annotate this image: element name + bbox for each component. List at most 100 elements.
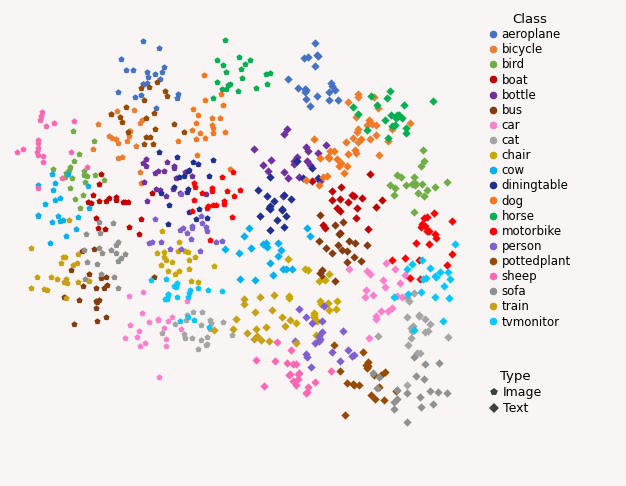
- Point: [443, 268, 453, 276]
- Point: [105, 132, 115, 140]
- Point: [448, 250, 458, 258]
- Point: [67, 174, 77, 182]
- Point: [161, 192, 171, 200]
- Point: [72, 259, 82, 266]
- Point: [349, 146, 359, 154]
- Point: [265, 202, 275, 209]
- Point: [269, 291, 279, 298]
- Point: [397, 114, 407, 122]
- Point: [373, 332, 383, 340]
- Point: [354, 381, 364, 389]
- Point: [342, 247, 352, 255]
- Point: [93, 224, 103, 232]
- Point: [390, 184, 400, 191]
- Point: [420, 328, 430, 336]
- Point: [96, 170, 106, 178]
- Point: [205, 236, 215, 244]
- Point: [118, 198, 128, 206]
- Point: [305, 364, 316, 371]
- Point: [330, 221, 340, 228]
- Point: [134, 230, 144, 238]
- Point: [202, 227, 212, 235]
- Point: [265, 205, 275, 213]
- Point: [242, 330, 252, 337]
- Point: [422, 213, 432, 221]
- Point: [307, 177, 317, 185]
- Point: [78, 171, 88, 179]
- Point: [349, 351, 359, 359]
- Point: [342, 346, 352, 354]
- Point: [225, 165, 235, 173]
- Point: [93, 120, 103, 127]
- Point: [391, 387, 401, 395]
- Point: [249, 335, 259, 343]
- Point: [360, 294, 370, 301]
- Point: [420, 223, 430, 230]
- Point: [364, 334, 374, 342]
- Point: [425, 387, 435, 395]
- Point: [259, 241, 269, 248]
- Point: [160, 167, 170, 175]
- Point: [188, 158, 198, 166]
- Point: [94, 180, 104, 188]
- Point: [193, 160, 203, 168]
- Point: [287, 347, 297, 354]
- Point: [33, 139, 43, 147]
- Point: [215, 114, 225, 122]
- Point: [106, 246, 116, 254]
- Point: [342, 258, 352, 266]
- Point: [329, 147, 339, 155]
- Point: [141, 114, 151, 122]
- Point: [389, 294, 399, 301]
- Point: [430, 230, 440, 238]
- Point: [371, 131, 381, 139]
- Point: [208, 124, 218, 132]
- Point: [330, 278, 340, 285]
- Point: [368, 369, 378, 377]
- Point: [422, 186, 432, 193]
- Point: [348, 103, 358, 110]
- Point: [33, 273, 43, 280]
- Point: [347, 352, 357, 360]
- Point: [450, 240, 460, 248]
- Point: [140, 134, 150, 141]
- Point: [74, 151, 84, 158]
- Point: [149, 110, 159, 118]
- Point: [73, 213, 83, 221]
- Point: [365, 270, 375, 278]
- Point: [175, 226, 185, 233]
- Point: [236, 65, 246, 73]
- Point: [209, 326, 219, 334]
- Point: [100, 226, 110, 233]
- Point: [369, 372, 379, 380]
- Point: [172, 279, 182, 287]
- Point: [78, 191, 88, 199]
- Point: [419, 375, 429, 382]
- Point: [384, 181, 394, 189]
- Point: [352, 128, 362, 136]
- Point: [229, 192, 239, 200]
- Point: [220, 245, 230, 253]
- Point: [227, 213, 237, 221]
- Point: [160, 335, 170, 343]
- Point: [435, 268, 445, 276]
- Point: [94, 197, 104, 205]
- Point: [33, 151, 43, 158]
- Point: [208, 94, 218, 102]
- Point: [264, 204, 274, 212]
- Point: [55, 217, 65, 225]
- Point: [91, 260, 101, 268]
- Point: [245, 56, 255, 64]
- Point: [80, 276, 90, 283]
- Point: [389, 405, 399, 413]
- Point: [401, 254, 411, 261]
- Point: [98, 249, 108, 257]
- Point: [374, 383, 384, 391]
- Point: [371, 395, 381, 402]
- Point: [136, 91, 146, 99]
- Point: [233, 53, 244, 61]
- Point: [269, 197, 279, 205]
- Point: [366, 391, 376, 399]
- Point: [172, 294, 182, 301]
- Point: [26, 284, 36, 292]
